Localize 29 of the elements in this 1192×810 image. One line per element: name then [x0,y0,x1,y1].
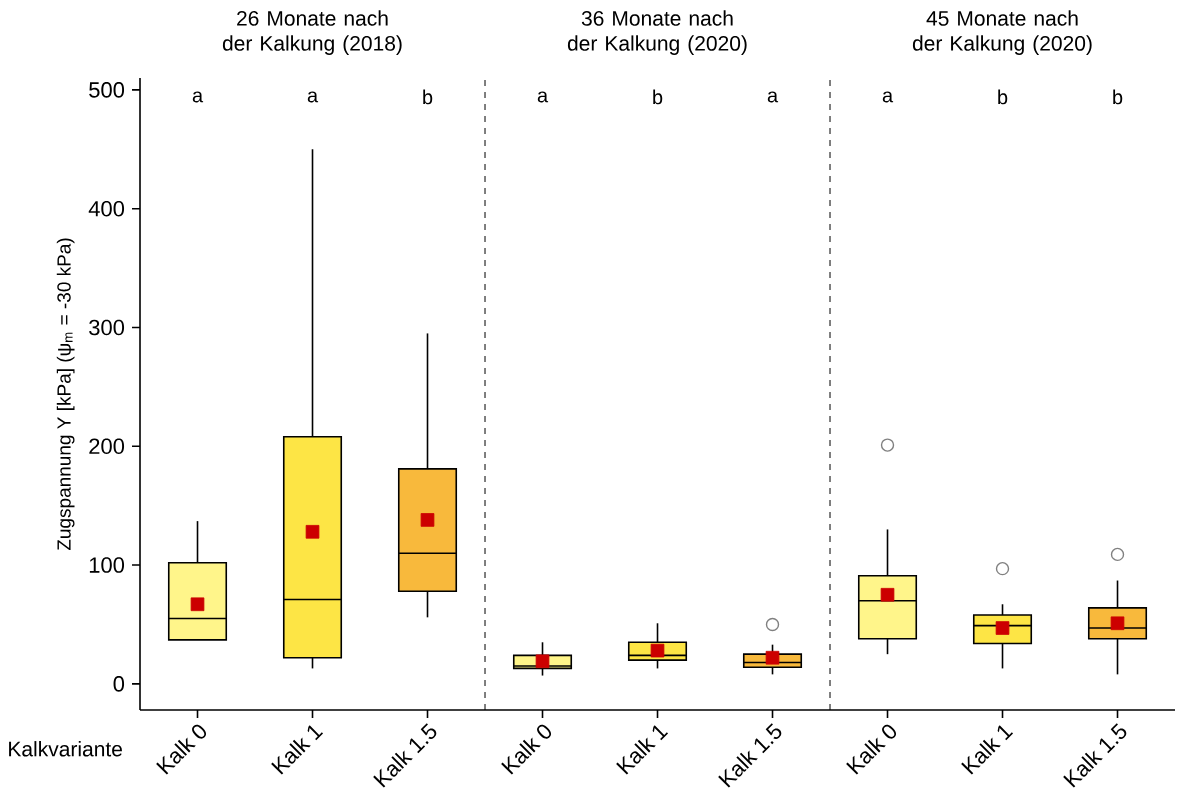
annotation: a [192,91,204,103]
x-tick-label: Kalk 1 [616,725,669,775]
y-tick-label: 300 [89,319,125,336]
annotation: b [1113,89,1123,105]
y-axis-title: Zugspannung Y [kPa] (ψ$_{m}$ = -30 kPa) [56,238,75,551]
x-tick-label: Kalk 1 [961,725,1014,775]
chart-title: 26 Monate nach der Kalkung (2018) [222,10,402,55]
y-tick-label: 100 [89,557,125,573]
chart-title: 45 Monate nach der Kalkung (2020) [912,10,1092,55]
annotation: b [998,89,1008,105]
y-tick-label: 0 [113,676,125,692]
annotation: b [653,89,663,105]
x-tick-label: Kalk 1.5 [718,723,782,788]
annotation: a [882,91,894,103]
y-tick-label: 500 [89,82,125,98]
chart-title: 36 Monate nach der Kalkung (2020) [567,10,747,55]
annotation: a [307,91,319,103]
annotation: b [423,89,433,105]
x-axis-title: Kalkvariante [9,741,122,757]
x-tick-label: Kalk 0 [846,724,897,775]
x-tick-label: Kalk 1.5 [373,723,437,788]
x-tick-label: Kalk 1.5 [1063,723,1127,788]
x-tick-label: Kalk 0 [156,724,207,775]
x-tick-label: Kalk 1 [271,725,324,775]
annotation: a [767,91,779,103]
y-tick-label: 400 [88,200,125,217]
y-tick-label: 200 [89,438,125,455]
x-tick-label: Kalk 0 [501,724,552,775]
annotation: a [537,91,549,103]
